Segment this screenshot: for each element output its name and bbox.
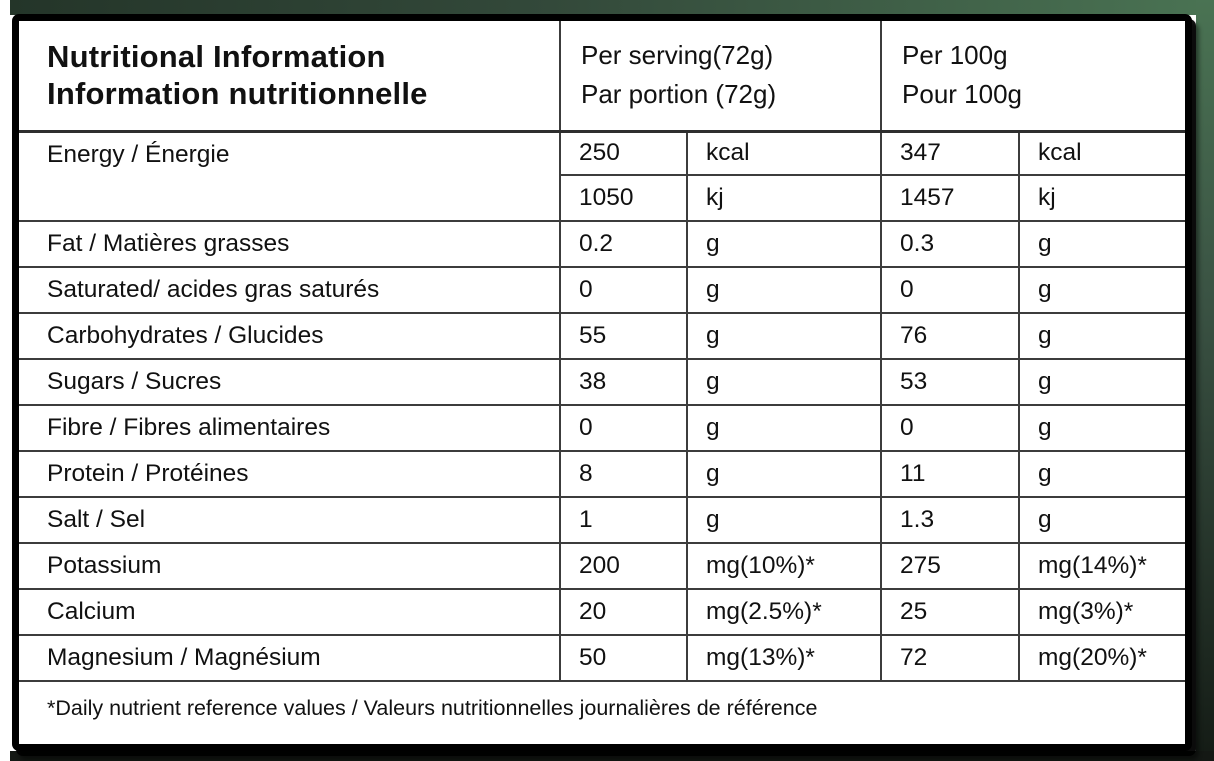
nutrient-row-calcium: Calcium 20 mg(2.5%)* 25 mg(3%)* [19,589,1185,636]
per100g-unit-cell: mg(14%)* [1018,543,1185,590]
serving-unit-cell: g [685,313,882,360]
nutrient-row-protein: Protein / Protéines 8 g 11 g [19,451,1185,498]
per100g-unit-cell: g [1018,359,1185,406]
serving-unit-cell: g [685,497,882,544]
per100g-value-cell: 11 [880,451,1020,498]
row-label: Magnesium / Magnésium [19,635,560,682]
per100g-unit-cell: kj [1018,175,1185,222]
serving-value-cell: 0 [559,267,687,314]
per100g-value-cell: 53 [880,359,1020,406]
serving-unit-cell: g [685,405,882,452]
serving-value-cell: 250 [559,131,687,176]
nutrition-label: Nutritional Information Information nutr… [12,14,1192,751]
serving-value-cell: 38 [559,359,687,406]
per100g-value-cell: 76 [880,313,1020,360]
row-label: Sugars / Sucres [19,359,560,406]
footnote-row: *Daily nutrient reference values / Valeu… [19,681,1185,744]
per-100g-en: Per 100g [902,40,1008,71]
row-label: Salt / Sel [19,497,560,544]
serving-unit-cell: g [685,451,882,498]
row-label: Fibre / Fibres alimentaires [19,405,560,452]
label-title-en: Nutritional Information [47,39,386,75]
serving-value-cell: 200 [559,543,687,590]
nutrient-row-salt: Salt / Sel 1 g 1.3 g [19,497,1185,544]
nutrient-row-carbohydrates: Carbohydrates / Glucides 55 g 76 g [19,313,1185,360]
per100g-value-cell: 0.3 [880,221,1020,268]
serving-unit-cell: g [685,359,882,406]
per100g-unit-cell: mg(3%)* [1018,589,1185,636]
per100g-value-cell: 0 [880,267,1020,314]
row-label-energy: Energy / Énergie [19,131,560,222]
nutrient-row-fat: Fat / Matières grasses 0.2 g 0.3 g [19,221,1185,268]
per100g-value-cell: 0 [880,405,1020,452]
per100g-unit-cell: g [1018,221,1185,268]
row-label: Calcium [19,589,560,636]
label-title: Nutritional Information Information nutr… [19,21,560,133]
package-background-bottom [10,751,1214,761]
per100g-unit-cell: g [1018,451,1185,498]
column-header-per-serving: Per serving(72g) Par portion (72g) [558,21,882,133]
per100g-value-cell: 1457 [880,175,1020,222]
serving-value-cell: 20 [559,589,687,636]
serving-value-cell: 0.2 [559,221,687,268]
per100g-value-cell: 72 [880,635,1020,682]
table-header-row: Nutritional Information Information nutr… [19,21,1185,133]
nutrient-row-sugars: Sugars / Sucres 38 g 53 g [19,359,1185,406]
serving-unit-cell: mg(13%)* [685,635,882,682]
nutrient-row-energy-kj: 1050 kj 1457 kj [19,175,1185,222]
per100g-unit-cell: g [1018,405,1185,452]
per100g-unit-cell: g [1018,267,1185,314]
row-label: Fat / Matières grasses [19,221,560,268]
serving-value-cell: 1 [559,497,687,544]
label-title-fr: Information nutritionnelle [47,76,428,112]
serving-unit-cell: kj [685,175,882,222]
per100g-value-cell: 25 [880,589,1020,636]
per100g-unit-cell: g [1018,313,1185,360]
serving-unit-cell: kcal [685,131,882,176]
nutrient-row-saturated: Saturated/ acides gras saturés 0 g 0 g [19,267,1185,314]
serving-unit-cell: mg(10%)* [685,543,882,590]
per-serving-fr: Par portion (72g) [581,79,777,110]
serving-value-cell: 0 [559,405,687,452]
per100g-unit-cell: mg(20%)* [1018,635,1185,682]
per100g-unit-cell: kcal [1018,131,1185,176]
footnote: *Daily nutrient reference values / Valeu… [47,695,818,720]
package-background-right [1196,0,1214,761]
per100g-value-cell: 1.3 [880,497,1020,544]
serving-unit-cell: mg(2.5%)* [685,589,882,636]
serving-value-cell: 8 [559,451,687,498]
row-label: Carbohydrates / Glucides [19,313,560,360]
nutrient-row-energy-kcal: Energy / Énergie 250 kcal 347 kcal [19,131,1185,222]
nutrient-row-magnesium: Magnesium / Magnésium 50 mg(13%)* 72 mg(… [19,635,1185,682]
serving-unit-cell: g [685,267,882,314]
nutrient-row-potassium: Potassium 200 mg(10%)* 275 mg(14%)* [19,543,1185,590]
row-label: Potassium [19,543,560,590]
serving-value-cell: 55 [559,313,687,360]
nutrient-row-fibre: Fibre / Fibres alimentaires 0 g 0 g [19,405,1185,452]
package-background-top [10,0,1214,15]
per-serving-en: Per serving(72g) [581,40,774,71]
serving-value-cell: 1050 [559,175,687,222]
serving-value-cell: 50 [559,635,687,682]
nutrition-table: Nutritional Information Information nutr… [19,21,1185,744]
per-100g-fr: Pour 100g [902,79,1022,110]
serving-unit-cell: g [685,221,882,268]
row-label: Protein / Protéines [19,451,560,498]
per100g-value-cell: 347 [880,131,1020,176]
per100g-value-cell: 275 [880,543,1020,590]
per100g-unit-cell: g [1018,497,1185,544]
column-header-per-100g: Per 100g Pour 100g [880,21,1185,133]
row-label: Saturated/ acides gras saturés [19,267,560,314]
